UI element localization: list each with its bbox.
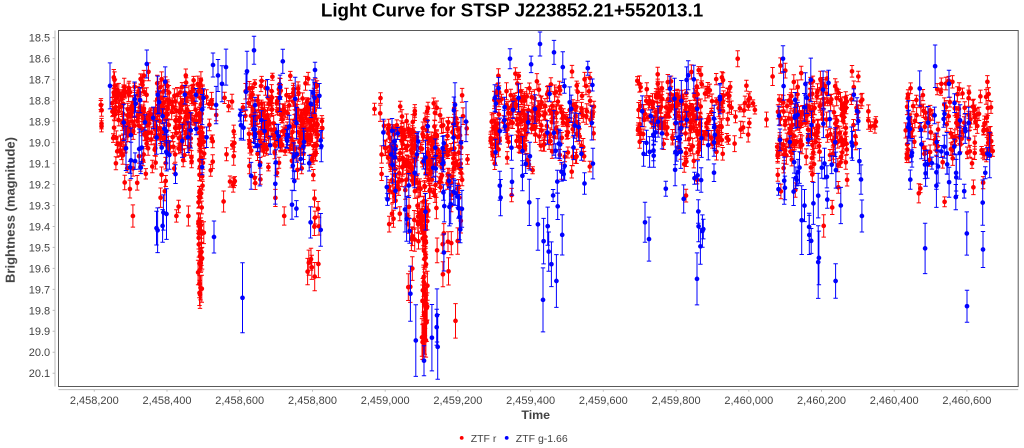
svg-text:18.9: 18.9 — [29, 117, 50, 129]
svg-text:ZTF g-1.66: ZTF g-1.66 — [516, 433, 568, 445]
svg-text:2,459,200: 2,459,200 — [433, 395, 482, 407]
svg-text:18.5: 18.5 — [29, 33, 50, 45]
svg-text:2,458,600: 2,458,600 — [215, 395, 264, 407]
svg-text:18.7: 18.7 — [29, 75, 50, 87]
svg-text:18.6: 18.6 — [29, 54, 50, 66]
svg-text:2,458,800: 2,458,800 — [288, 395, 337, 407]
svg-text:2,460,600: 2,460,600 — [942, 395, 991, 407]
svg-text:20.0: 20.0 — [29, 347, 50, 359]
svg-text:Time: Time — [521, 408, 550, 422]
svg-text:Brightness (magnitude): Brightness (magnitude) — [3, 137, 18, 283]
svg-text:Light Curve for STSP J223852.2: Light Curve for STSP J223852.21+552013.1 — [321, 0, 703, 20]
svg-text:2,460,000: 2,460,000 — [724, 395, 773, 407]
svg-text:18.8: 18.8 — [29, 96, 50, 108]
svg-text:19.8: 19.8 — [29, 305, 50, 317]
svg-text:19.5: 19.5 — [29, 242, 50, 254]
svg-text:2,458,200: 2,458,200 — [70, 395, 119, 407]
svg-text:2,460,400: 2,460,400 — [870, 395, 919, 407]
svg-text:2,458,400: 2,458,400 — [143, 395, 192, 407]
svg-text:19.2: 19.2 — [29, 179, 50, 191]
svg-text:19.1: 19.1 — [29, 159, 50, 171]
svg-text:19.4: 19.4 — [29, 221, 50, 233]
svg-text:20.1: 20.1 — [29, 368, 50, 380]
svg-text:ZTF r: ZTF r — [471, 433, 497, 445]
svg-text:2,459,400: 2,459,400 — [506, 395, 555, 407]
svg-text:19.0: 19.0 — [29, 138, 50, 150]
svg-text:19.9: 19.9 — [29, 326, 50, 338]
svg-text:19.3: 19.3 — [29, 200, 50, 212]
svg-text:19.7: 19.7 — [29, 284, 50, 296]
svg-text:19.6: 19.6 — [29, 263, 50, 275]
svg-text:2,459,000: 2,459,000 — [361, 395, 410, 407]
svg-text:2,459,600: 2,459,600 — [579, 395, 628, 407]
svg-text:2,460,200: 2,460,200 — [797, 395, 846, 407]
svg-text:2,459,800: 2,459,800 — [652, 395, 701, 407]
